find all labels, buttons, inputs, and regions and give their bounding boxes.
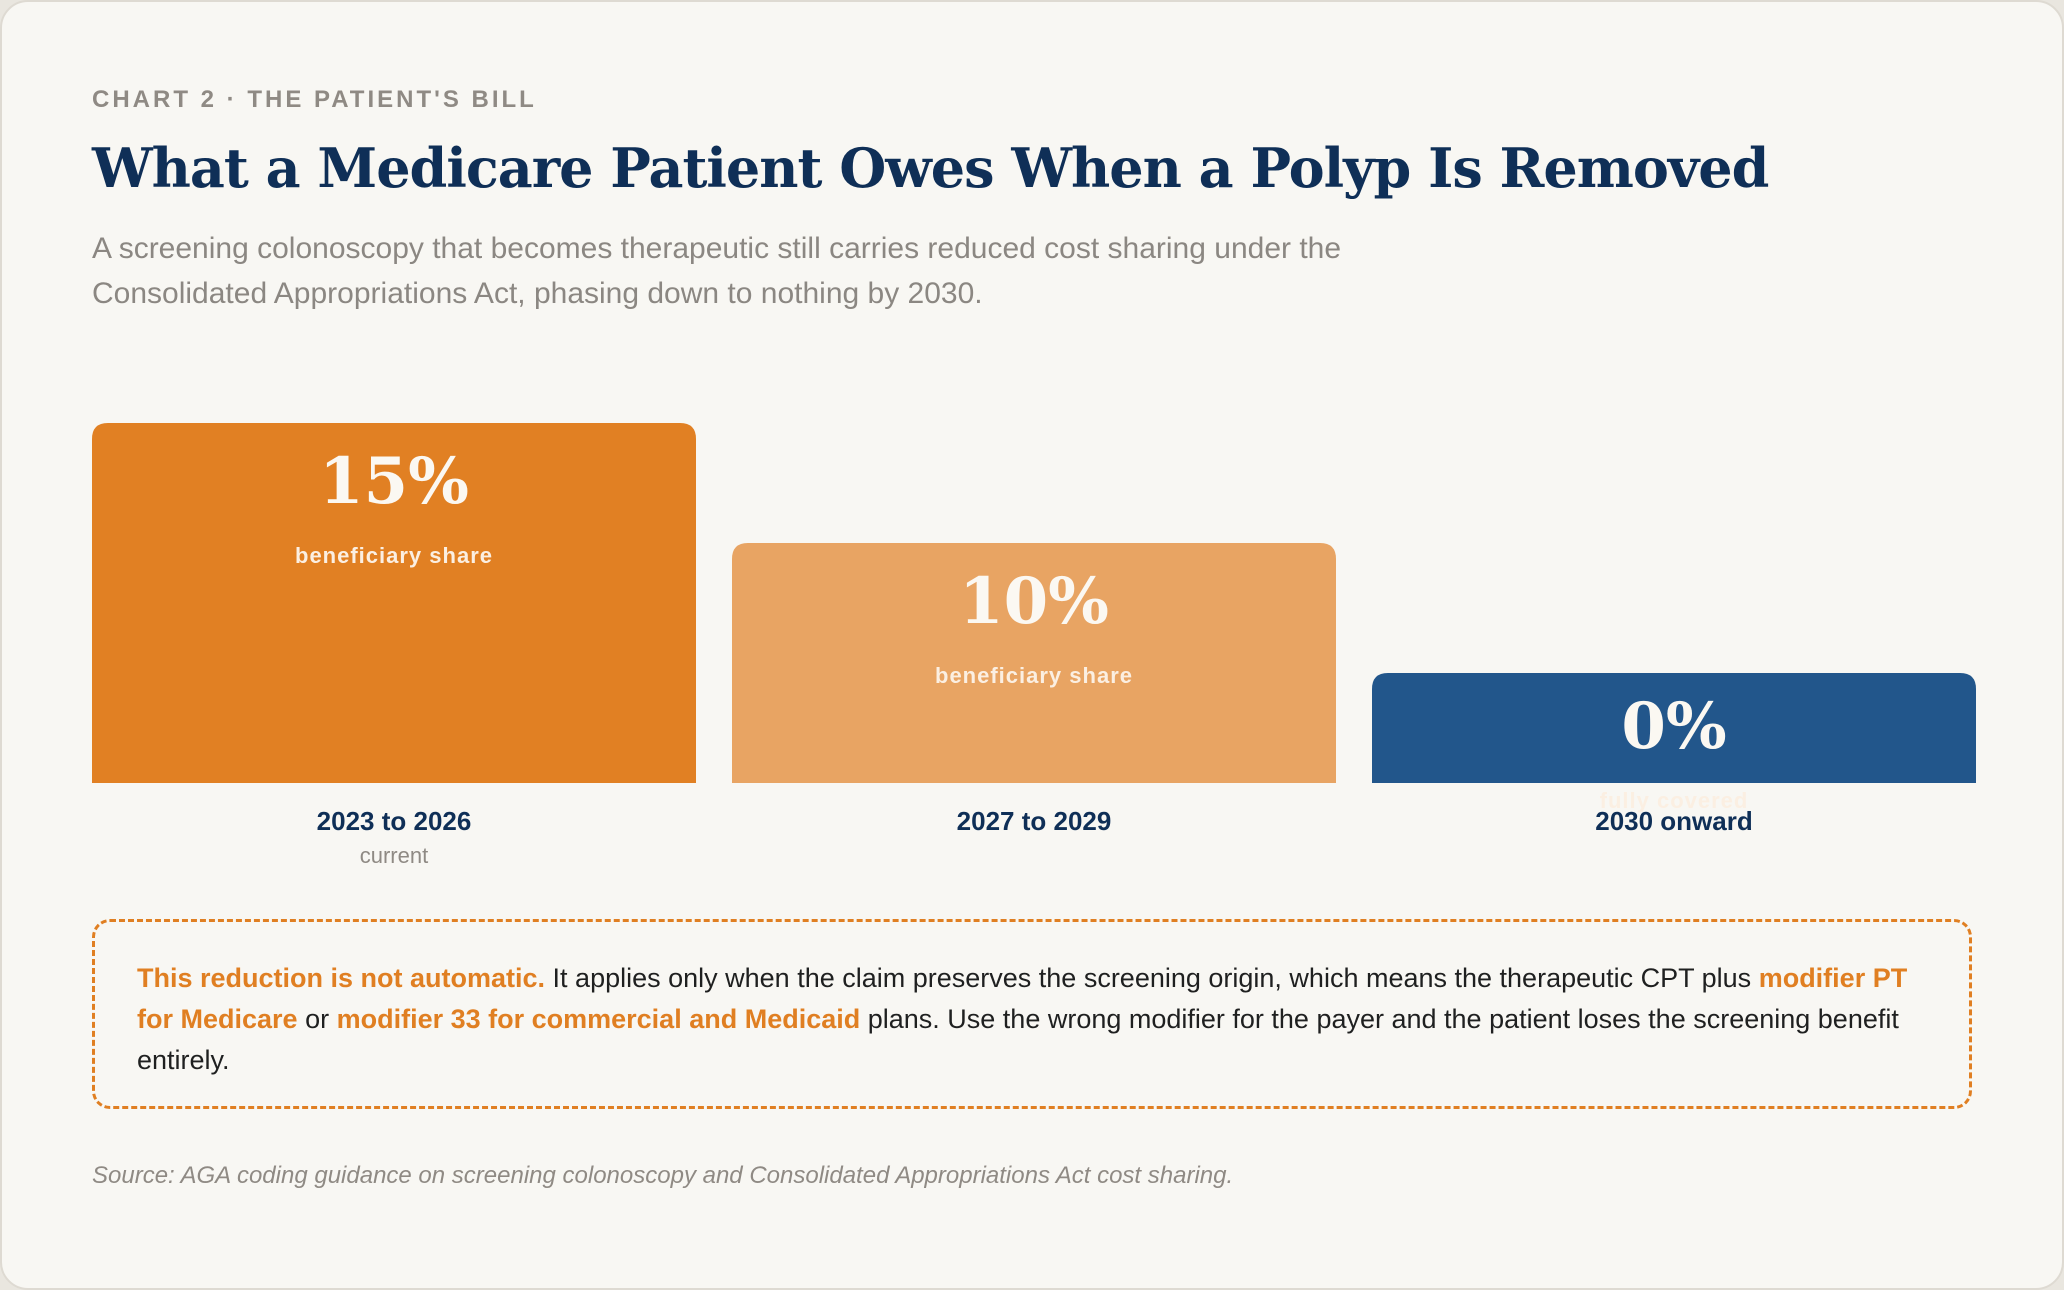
bar-chart: 15% beneficiary share 2023 to 2026 current 1… xyxy=(92,423,1976,868)
callout-modifier-33: modifier 33 for commercial and Medicaid xyxy=(336,1004,861,1034)
category-label-1: 2023 to 2026 xyxy=(317,806,472,836)
chart-subtitle: A screening colonoscopy that becomes the… xyxy=(92,232,1342,310)
callout-text-3: plans. Use the wrong modifier for the pa… xyxy=(137,1004,1899,1075)
bar-3 xyxy=(1372,673,1976,783)
chart-eyebrow: CHART 2 · THE PATIENT'S BILL xyxy=(92,86,537,113)
bar-2 xyxy=(732,543,1336,783)
category-label-3: 2030 onward xyxy=(1595,806,1753,836)
chart-title: What a Medicare Patient Owes When a Poly… xyxy=(92,136,1769,200)
bar-value-label-1: 15% xyxy=(319,444,469,519)
category-label-2: 2027 to 2029 xyxy=(957,806,1112,836)
callout-text-2: or xyxy=(297,1004,337,1034)
bar-caption-2: beneficiary share xyxy=(935,663,1133,688)
bar-caption-3: fully covered xyxy=(1600,788,1749,813)
bar-caption-1: beneficiary share xyxy=(295,543,493,568)
callout-text-1: It applies only when the claim preserves… xyxy=(545,963,1759,993)
bar-1 xyxy=(92,423,696,783)
callout-lead: This reduction is not automatic. xyxy=(137,963,546,993)
bar-value-label-2: 10% xyxy=(959,564,1109,639)
modifier-callout: This reduction is not automatic. It appl… xyxy=(92,919,1972,1109)
category-note-1: current xyxy=(360,843,428,868)
callout-modifier-pt: modifier PT for Medicare xyxy=(137,963,1908,1034)
source-note: Source: AGA coding guidance on screening… xyxy=(92,1162,1234,1189)
bar-value-label-3: 0% xyxy=(1621,689,1726,764)
